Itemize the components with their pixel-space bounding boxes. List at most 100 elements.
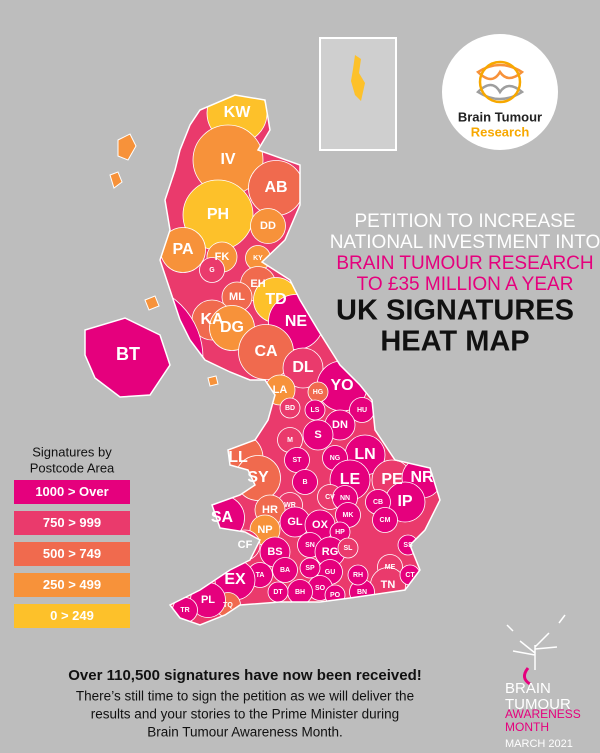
- header-line: BRAIN TUMOUR RESEARCH: [336, 253, 593, 274]
- area-label: CM: [380, 517, 391, 524]
- area-label: NG: [330, 455, 341, 462]
- area-label: SP: [305, 565, 315, 572]
- area-label: CT: [405, 572, 415, 579]
- area-label: TR: [180, 607, 189, 614]
- legend-label: 750 > 999: [43, 515, 101, 530]
- header-line: NATIONAL INVESTMENT INTO: [330, 232, 600, 253]
- area-label: ST: [293, 457, 303, 464]
- area-label: BN: [357, 589, 367, 596]
- logo-line1: Brain Tumour: [458, 109, 542, 124]
- postcode-area: [372, 507, 398, 533]
- shetland: [351, 55, 365, 101]
- legend-swatch: [14, 480, 130, 504]
- area-label: BH: [295, 589, 305, 596]
- area-label: DT: [273, 589, 283, 596]
- area-label: KY: [253, 255, 263, 262]
- header-line: PETITION TO INCREASE: [354, 211, 575, 232]
- postcode-area: [347, 564, 369, 586]
- awareness-date: MARCH 2021: [505, 738, 573, 750]
- footer-line: results and your stories to the Prime Mi…: [91, 707, 399, 722]
- area-label: IV: [220, 151, 235, 168]
- area-label: NP: [257, 524, 272, 536]
- area-label: DL: [292, 359, 314, 376]
- area-label: BS: [267, 546, 282, 558]
- area-label: B: [302, 479, 307, 486]
- header-line: TO £35 MILLION A YEAR: [357, 274, 574, 295]
- islands: [109, 133, 219, 387]
- legend-label: 1000 > Over: [35, 484, 108, 499]
- area-label: KA: [200, 311, 224, 328]
- area-label: EH: [250, 278, 265, 290]
- area-label: YO: [330, 377, 353, 394]
- area-label: CB: [373, 499, 383, 506]
- area-label: GU: [325, 569, 336, 576]
- postcode-area: [292, 469, 318, 495]
- area-label: PE: [381, 471, 403, 488]
- area-label: NE: [285, 313, 308, 330]
- area-label: BD: [285, 405, 295, 412]
- area-label: KW: [224, 104, 252, 121]
- postcode-area: [299, 557, 321, 579]
- area-label: M: [287, 437, 293, 444]
- area-label: NN: [340, 495, 350, 502]
- postcode-area: [250, 208, 286, 244]
- area-label: OX: [312, 519, 329, 531]
- area-label: HG: [313, 389, 324, 396]
- legend-swatch: [14, 604, 130, 628]
- area-label: PA: [172, 241, 193, 258]
- coastline: [84, 94, 441, 626]
- legend-swatch: [14, 542, 130, 566]
- area-label: IP: [397, 493, 412, 510]
- area-label: LE: [340, 471, 361, 488]
- legend-title: Postcode Area: [30, 460, 115, 475]
- awareness-line: TUMOUR: [505, 696, 571, 713]
- area-label: LN: [354, 446, 375, 463]
- footer: There’s still time to sign the petition …: [76, 689, 414, 740]
- postcode-area: [282, 347, 324, 389]
- area-label: S: [314, 429, 321, 441]
- area-label: TD: [265, 291, 286, 308]
- logo-mark: [476, 60, 525, 104]
- legend-swatch: [14, 573, 130, 597]
- postcode-area: [279, 397, 301, 419]
- legend-label: 500 > 749: [43, 546, 101, 561]
- legend-label: 250 > 499: [43, 577, 101, 592]
- area-label: BA: [280, 567, 290, 574]
- area-label: LS: [311, 407, 320, 414]
- area-label: FK: [215, 251, 230, 263]
- area-label: ME: [385, 564, 396, 571]
- area-label: SS: [403, 542, 413, 549]
- area-label: BT: [116, 344, 140, 364]
- area-label: PL: [201, 594, 215, 606]
- area-label: PH: [207, 206, 229, 223]
- area-label: EX: [224, 571, 246, 588]
- area-label: NR: [410, 469, 434, 486]
- area-label: DD: [260, 220, 276, 232]
- area-label: CV: [325, 494, 335, 501]
- legend-title: Signatures by: [32, 444, 112, 459]
- area-label: HR: [262, 504, 278, 516]
- legend-swatch: [14, 511, 130, 535]
- area-label: LA: [273, 384, 288, 396]
- area-label: DG: [220, 319, 244, 336]
- postcode-area: [199, 257, 225, 283]
- awareness-line: BRAIN: [505, 680, 551, 697]
- footer-headline: Over 110,500 signatures have now been re…: [68, 667, 422, 684]
- area-label: RG: [322, 546, 339, 558]
- area-label: TQ: [223, 602, 233, 609]
- area-label: SA: [211, 509, 234, 526]
- postcode-area: [272, 557, 298, 583]
- area-label: GL: [287, 516, 303, 528]
- awareness-tree: [506, 614, 566, 686]
- area-label: SY: [247, 469, 269, 486]
- area-label: SO: [315, 585, 326, 592]
- area-label: WR: [284, 502, 296, 509]
- area-label: TA: [256, 572, 265, 579]
- area-label: HP: [335, 529, 345, 536]
- area-label: G: [209, 267, 215, 274]
- awareness-line: MONTH: [505, 720, 549, 734]
